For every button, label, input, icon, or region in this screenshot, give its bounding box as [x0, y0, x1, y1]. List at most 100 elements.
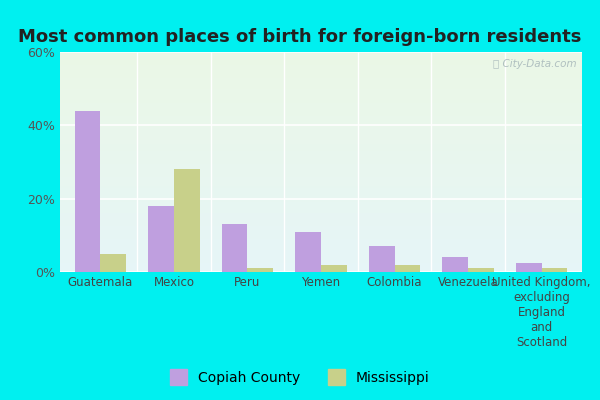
- Bar: [60, 131, 582, 133]
- Bar: [60, 188, 582, 190]
- Bar: [60, 146, 582, 149]
- Bar: [60, 241, 582, 243]
- Bar: [60, 140, 582, 142]
- Bar: [60, 52, 582, 54]
- Bar: [60, 204, 582, 206]
- Bar: [369, 246, 395, 272]
- Bar: [60, 149, 582, 151]
- Bar: [60, 257, 582, 259]
- Bar: [60, 127, 582, 129]
- Bar: [60, 136, 582, 138]
- Bar: [60, 215, 582, 217]
- Bar: [60, 107, 582, 109]
- Bar: [60, 266, 582, 268]
- Bar: [60, 70, 582, 72]
- Bar: [60, 217, 582, 219]
- Bar: [60, 138, 582, 140]
- Bar: [60, 118, 582, 120]
- Bar: [468, 268, 494, 272]
- Bar: [60, 74, 582, 76]
- Bar: [60, 210, 582, 212]
- Bar: [60, 125, 582, 127]
- Bar: [60, 92, 582, 94]
- Bar: [60, 56, 582, 58]
- Bar: [60, 190, 582, 193]
- Bar: [60, 184, 582, 186]
- Bar: [60, 243, 582, 246]
- Bar: [60, 58, 582, 61]
- Bar: [60, 195, 582, 197]
- Bar: [60, 224, 582, 226]
- Text: United Kingdom,
excluding
England
and
Scotland: United Kingdom, excluding England and Sc…: [493, 276, 591, 349]
- Bar: [60, 212, 582, 215]
- Bar: [60, 94, 582, 96]
- Bar: [60, 120, 582, 122]
- Bar: [60, 219, 582, 221]
- Bar: [60, 151, 582, 153]
- Bar: [60, 268, 582, 270]
- Text: Colombia: Colombia: [367, 276, 422, 289]
- Bar: [60, 54, 582, 56]
- Bar: [60, 98, 582, 100]
- Bar: [60, 142, 582, 144]
- Bar: [60, 259, 582, 261]
- Bar: [516, 263, 542, 272]
- Text: Venezuela: Venezuela: [437, 276, 499, 289]
- Bar: [60, 199, 582, 202]
- Bar: [395, 265, 420, 272]
- Bar: [60, 116, 582, 118]
- Bar: [60, 237, 582, 239]
- Bar: [442, 257, 468, 272]
- Bar: [60, 232, 582, 234]
- Bar: [60, 162, 582, 164]
- Bar: [60, 202, 582, 204]
- Bar: [60, 168, 582, 171]
- Bar: [60, 239, 582, 241]
- Bar: [60, 182, 582, 184]
- Bar: [60, 270, 582, 272]
- Bar: [60, 180, 582, 182]
- Bar: [60, 171, 582, 173]
- Bar: [60, 208, 582, 210]
- Bar: [60, 175, 582, 177]
- Bar: [60, 234, 582, 237]
- Bar: [60, 246, 582, 248]
- Bar: [60, 164, 582, 166]
- Bar: [60, 72, 582, 74]
- Text: Most common places of birth for foreign-born residents: Most common places of birth for foreign-…: [19, 28, 581, 46]
- Bar: [100, 254, 126, 272]
- Bar: [60, 122, 582, 124]
- Bar: [60, 228, 582, 230]
- Text: ⓘ City-Data.com: ⓘ City-Data.com: [493, 58, 577, 68]
- Bar: [321, 265, 347, 272]
- Bar: [60, 87, 582, 89]
- Bar: [60, 100, 582, 102]
- Bar: [60, 109, 582, 111]
- Text: Guatemala: Guatemala: [68, 276, 133, 289]
- Bar: [247, 268, 273, 272]
- Bar: [60, 105, 582, 107]
- Text: Peru: Peru: [234, 276, 260, 289]
- Bar: [60, 89, 582, 92]
- Bar: [75, 111, 100, 272]
- Bar: [60, 177, 582, 180]
- Bar: [60, 160, 582, 162]
- Bar: [60, 248, 582, 250]
- Bar: [60, 61, 582, 63]
- Bar: [60, 102, 582, 105]
- Bar: [295, 232, 321, 272]
- Bar: [60, 129, 582, 131]
- Bar: [60, 193, 582, 195]
- Bar: [542, 268, 567, 272]
- Bar: [60, 85, 582, 87]
- Bar: [60, 63, 582, 65]
- Bar: [60, 230, 582, 232]
- Bar: [60, 250, 582, 252]
- Bar: [60, 83, 582, 85]
- Bar: [60, 144, 582, 146]
- Bar: [222, 224, 247, 272]
- Bar: [60, 67, 582, 70]
- Bar: [148, 206, 174, 272]
- Bar: [60, 261, 582, 263]
- Bar: [60, 114, 582, 116]
